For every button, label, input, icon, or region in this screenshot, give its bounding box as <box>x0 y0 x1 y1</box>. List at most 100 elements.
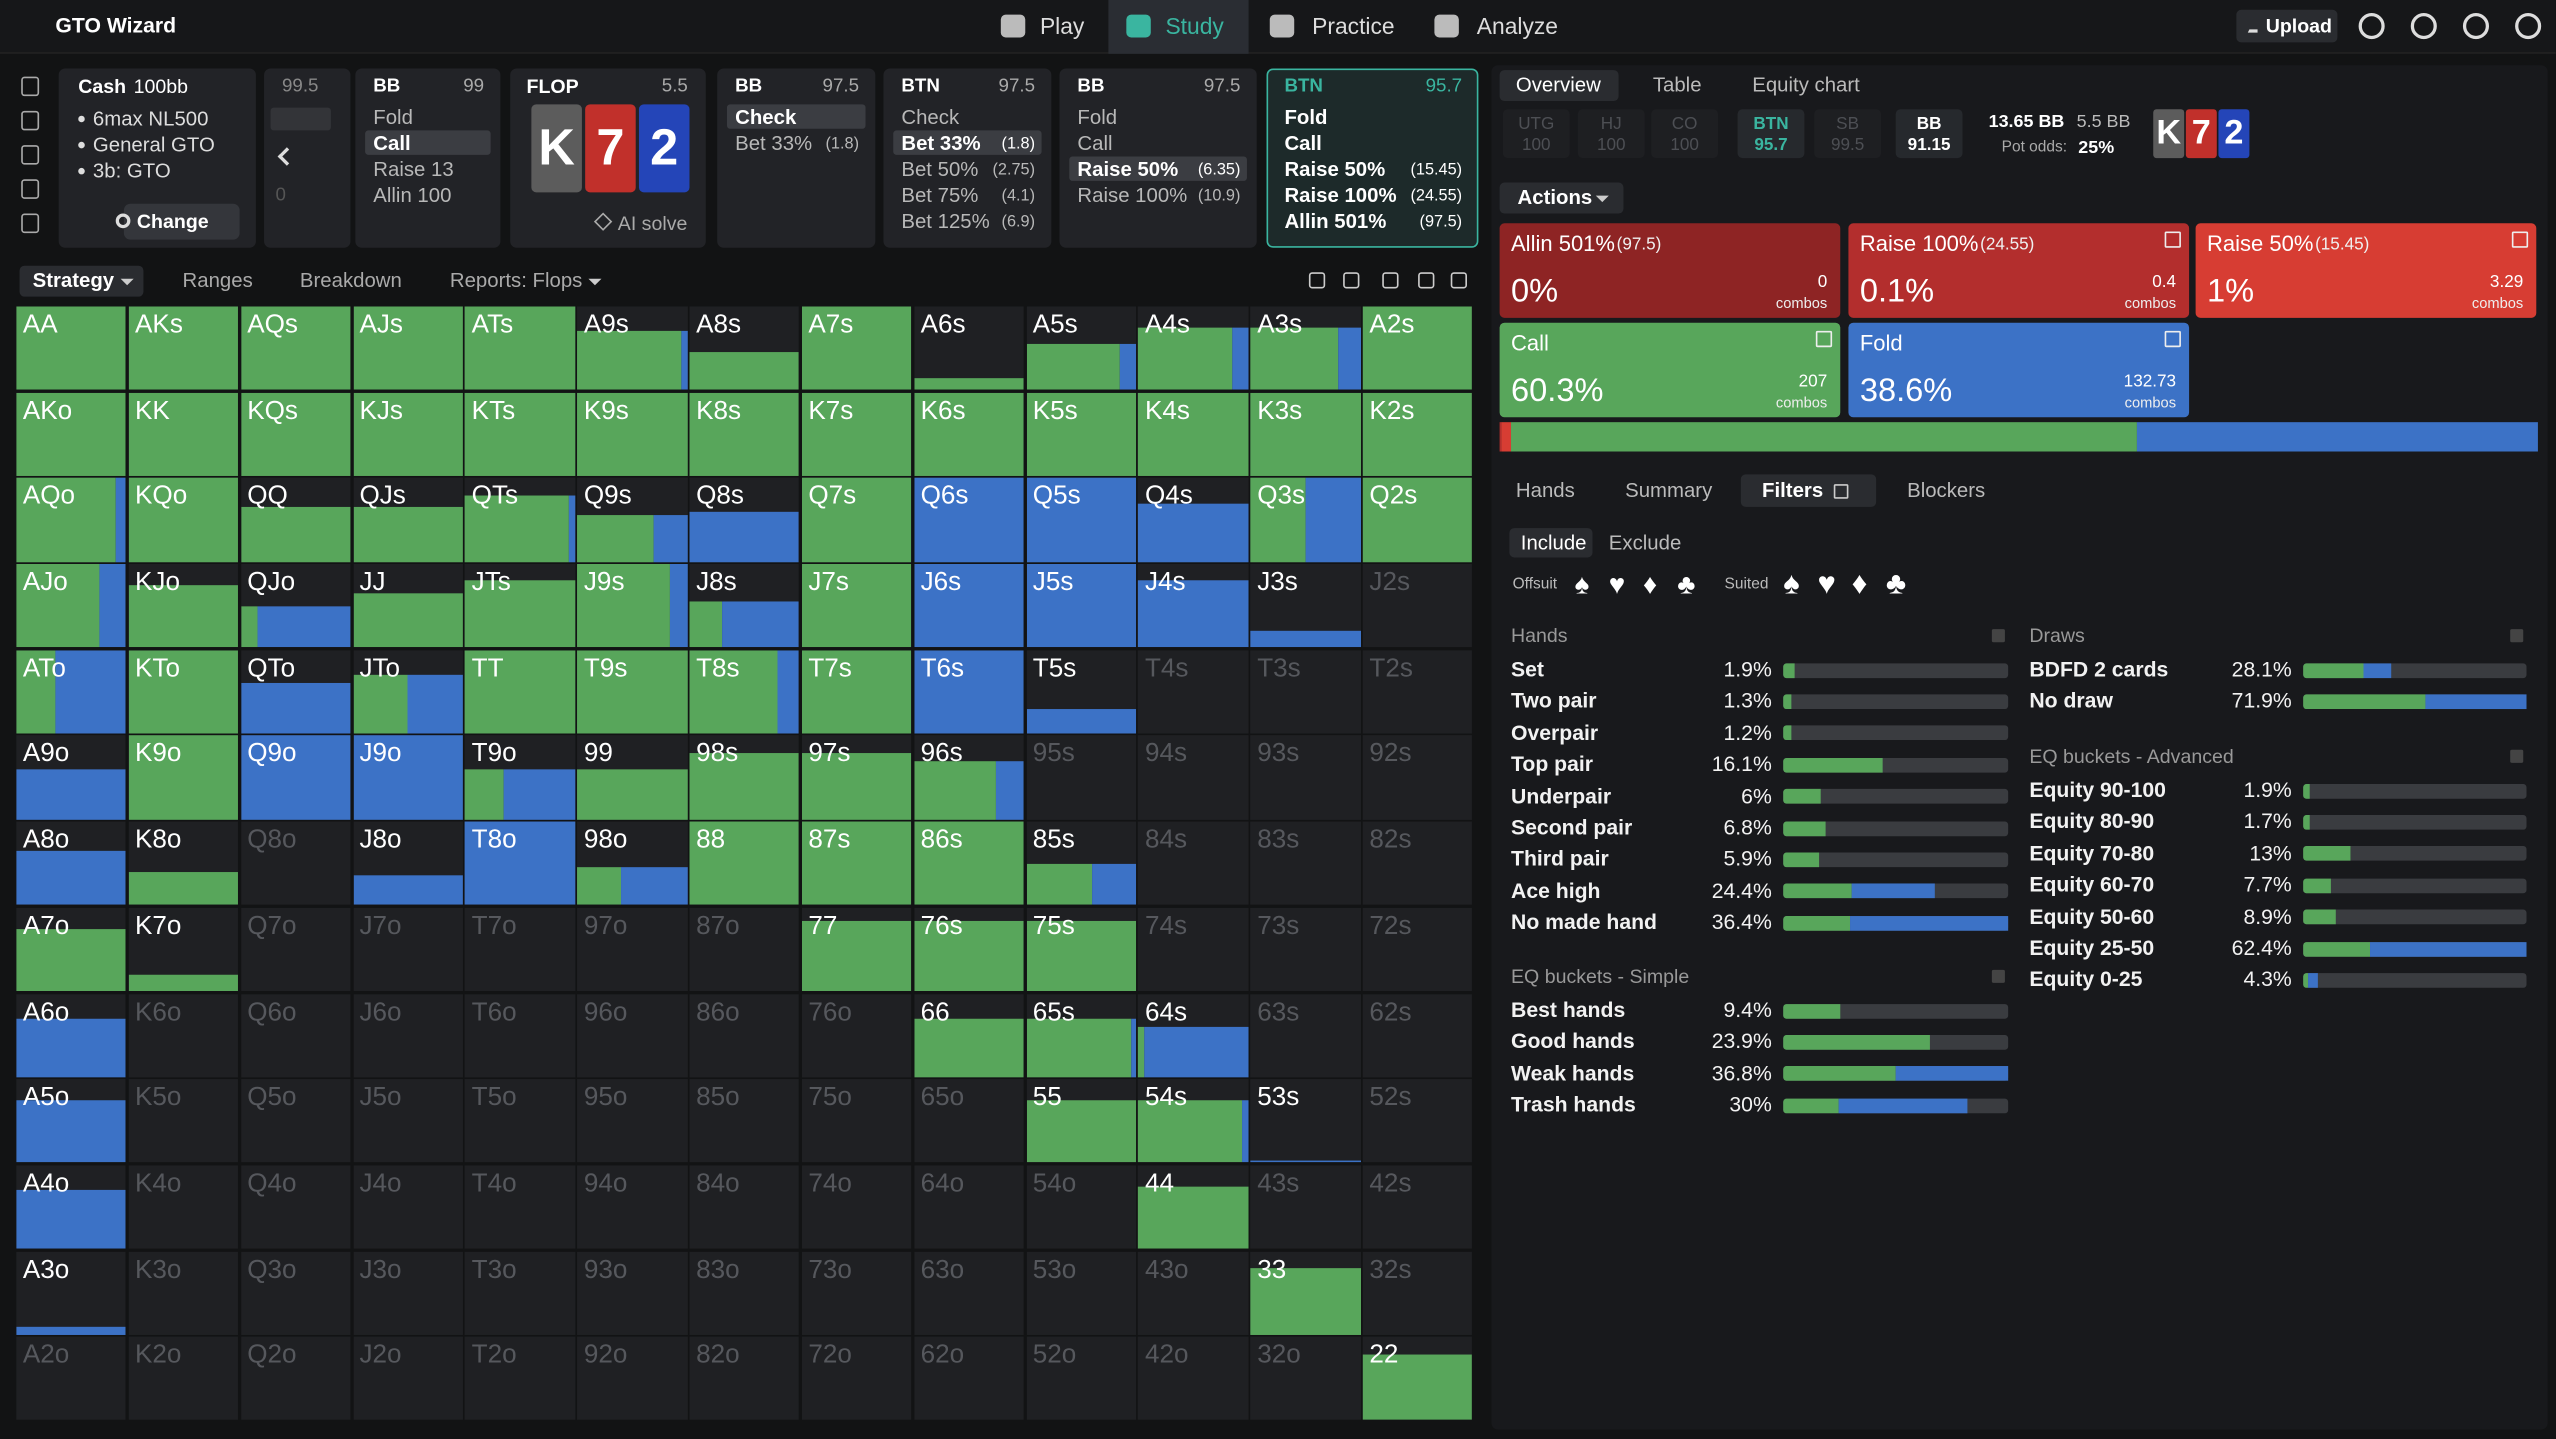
node-action[interactable]: Raise 50% <box>1284 158 1386 181</box>
hand-cell[interactable]: T4s <box>1138 649 1249 734</box>
hand-cell[interactable]: 87o <box>689 907 800 992</box>
hand-cell[interactable]: A9o <box>16 735 127 820</box>
view-icon[interactable] <box>1382 272 1399 289</box>
strategy-tab[interactable]: Reports: Flops <box>449 268 583 292</box>
hand-cell[interactable]: K9s <box>577 392 688 476</box>
hand-cell[interactable]: 92o <box>577 1337 688 1421</box>
hand-cell[interactable]: KTo <box>128 649 239 734</box>
hand-cell[interactable]: J2o <box>352 1337 463 1421</box>
detail-tab[interactable]: Filters <box>1762 479 1824 503</box>
hand-cell[interactable]: 72s <box>1362 907 1473 992</box>
hand-cell[interactable]: AA <box>16 306 127 390</box>
action-node[interactable] <box>717 68 876 248</box>
hand-cell[interactable]: Q5s <box>1026 478 1137 562</box>
hand-cell[interactable]: K6s <box>914 392 1024 476</box>
hand-cell[interactable]: Q8o <box>240 821 351 906</box>
hand-cell[interactable]: 98s <box>689 735 800 820</box>
node-action[interactable]: Fold <box>1284 105 1328 129</box>
hand-cell[interactable]: 94o <box>577 1165 688 1249</box>
hand-cell[interactable]: A8o <box>16 821 127 906</box>
hand-cell[interactable]: J8o <box>352 821 463 906</box>
hand-cell[interactable]: AQo <box>16 478 127 562</box>
position-box[interactable] <box>1737 109 1805 159</box>
hand-cell[interactable]: 86s <box>914 821 1024 906</box>
back-panel[interactable] <box>264 68 351 248</box>
change-label[interactable]: Change <box>136 210 209 234</box>
action-card[interactable] <box>1848 322 2190 418</box>
suit-filter[interactable]: ♣ <box>1885 567 1907 602</box>
position-box[interactable] <box>1577 109 1645 159</box>
node-action[interactable]: Raise 13 <box>373 158 454 181</box>
hand-cell[interactable]: 53s <box>1250 1079 1361 1163</box>
suit-filter[interactable]: ♦ <box>1643 568 1658 600</box>
action-card[interactable] <box>1499 322 1841 418</box>
hand-cell[interactable]: J6o <box>352 993 463 1077</box>
hand-cell[interactable]: A5s <box>1026 306 1137 390</box>
hand-cell[interactable]: QTs <box>465 478 575 562</box>
hand-cell[interactable]: 55 <box>1026 1079 1137 1163</box>
hand-cell[interactable]: 76o <box>801 993 912 1077</box>
filter-mode[interactable]: Exclude <box>1608 531 1682 555</box>
hand-cell[interactable]: T3o <box>465 1251 575 1335</box>
hand-cell[interactable]: K9o <box>128 735 239 820</box>
hand-cell[interactable]: TT <box>465 649 575 734</box>
hand-cell[interactable]: K4s <box>1138 392 1249 476</box>
hand-cell[interactable]: 97o <box>577 907 688 992</box>
hand-cell[interactable]: 44 <box>1138 1165 1249 1249</box>
hand-cell[interactable]: AKs <box>128 306 239 390</box>
hand-cell[interactable]: QJo <box>240 564 351 648</box>
hand-cell[interactable]: Q5o <box>240 1079 351 1163</box>
hand-cell[interactable]: A7o <box>16 907 127 992</box>
hand-cell[interactable]: AKo <box>16 392 127 476</box>
overview-tab[interactable]: Equity chart <box>1752 73 1860 97</box>
position-box[interactable] <box>1651 109 1719 159</box>
hand-cell[interactable]: 82s <box>1362 821 1473 906</box>
hand-cell[interactable]: T5s <box>1026 649 1137 734</box>
hand-cell[interactable]: 88 <box>689 821 800 906</box>
hand-cell[interactable]: 43o <box>1138 1251 1249 1335</box>
hand-cell[interactable]: J6s <box>914 564 1024 648</box>
hand-cell[interactable]: K5o <box>128 1079 239 1163</box>
hand-cell[interactable]: T6s <box>914 649 1024 734</box>
hand-cell[interactable]: A3s <box>1250 306 1361 390</box>
hand-cell[interactable]: Q2s <box>1362 478 1473 562</box>
hand-cell[interactable]: J5s <box>1026 564 1137 648</box>
hand-cell[interactable]: 65o <box>914 1079 1024 1163</box>
view-icon[interactable] <box>1450 272 1467 289</box>
header-icon[interactable] <box>2358 13 2385 40</box>
hand-cell[interactable]: 53o <box>1026 1251 1137 1335</box>
hand-cell[interactable]: A7s <box>801 306 912 390</box>
hand-cell[interactable]: T2o <box>465 1337 575 1421</box>
hand-cell[interactable]: A4o <box>16 1165 127 1249</box>
hand-cell[interactable]: 83o <box>689 1251 800 1335</box>
hand-cell[interactable]: 77 <box>801 907 912 992</box>
node-action[interactable]: Raise 100% <box>1077 184 1188 208</box>
ai-solve[interactable]: AI solve <box>617 211 688 235</box>
node-action[interactable]: Allin 501% <box>1284 210 1387 234</box>
header-icon[interactable] <box>2462 13 2490 40</box>
hand-cell[interactable]: J7o <box>352 907 463 992</box>
node-action[interactable]: Allin 100 <box>373 184 452 208</box>
hand-cell[interactable]: 22 <box>1362 1337 1473 1421</box>
hand-cell[interactable]: Q3s <box>1250 478 1361 562</box>
position-box[interactable] <box>1895 109 1963 159</box>
hand-cell[interactable]: J4s <box>1138 564 1249 648</box>
hand-cell[interactable]: Q6s <box>914 478 1024 562</box>
suit-filter[interactable]: ♣ <box>1677 568 1696 600</box>
change-button[interactable] <box>123 203 240 240</box>
hand-cell[interactable]: 63o <box>914 1251 1024 1335</box>
hand-cell[interactable]: Q4s <box>1138 478 1249 562</box>
nav-item[interactable]: Study <box>1165 13 1224 40</box>
nav-item[interactable]: Practice <box>1312 13 1395 40</box>
hand-cell[interactable]: 94s <box>1138 735 1249 820</box>
hand-cell[interactable]: 93s <box>1250 735 1361 820</box>
hand-cell[interactable]: T8o <box>465 821 575 906</box>
hand-cell[interactable]: 82o <box>689 1337 800 1421</box>
node-action[interactable]: Bet 33% <box>735 132 813 155</box>
hand-cell[interactable]: 52o <box>1026 1337 1137 1421</box>
hand-cell[interactable]: 32s <box>1362 1251 1473 1335</box>
hand-cell[interactable]: 42s <box>1362 1165 1473 1249</box>
hand-cell[interactable]: KJo <box>128 564 239 648</box>
hand-cell[interactable]: ATo <box>16 649 127 734</box>
overview-tab[interactable]: Table <box>1652 73 1702 97</box>
